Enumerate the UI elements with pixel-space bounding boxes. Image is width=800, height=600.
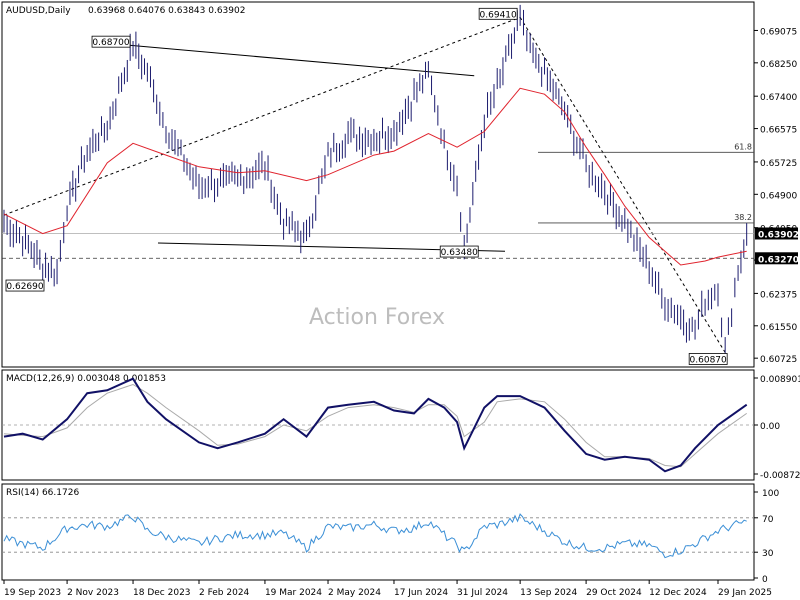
price-y-tick-label: 0.60725 [760,355,797,365]
x-tick-label: 19 Sep 2023 [4,588,61,598]
current-price-tag: 0.63902 [758,230,799,240]
price-y-tick-label: 0.64900 [760,191,797,201]
price-annotation-label: 0.68700 [92,38,129,48]
fib-label: 61.8 [734,142,752,151]
price-annotation-label: 0.62690 [6,282,43,292]
price-panel-frame [1,1,755,368]
price-annotation-box [5,279,45,292]
level-price-tag-box [755,252,798,265]
x-tick-label: 2 May 2024 [328,588,381,598]
macd-y-tick-label: -0.008729 [760,471,800,481]
price-y-tick-label: 0.62375 [760,290,797,300]
price-y-tick-label: 0.66575 [760,126,797,136]
resistance-trendline [127,44,475,77]
macd-label: MACD(12,26,9) 0.003048 0.001853 [6,374,166,384]
x-tick-label: 29 Oct 2024 [586,588,642,598]
level-price-tag: 0.63270 [758,255,799,265]
rsi-panel-frame [1,483,755,581]
chart-title: AUDUSD,Daily [6,6,71,16]
current-price-tag-box [755,227,798,240]
upper-channel-line [3,16,521,216]
rsi-y-tick-label: 30 [762,549,774,559]
fib-label: 38.2 [734,213,752,222]
moving-average-line [3,87,747,266]
x-tick-label: 2 Feb 2024 [199,588,250,598]
x-tick-label: 12 Dec 2024 [649,588,707,598]
price-annotation-box [91,35,131,48]
price-y-tick-label: 0.68250 [760,60,797,70]
macd-line [3,377,748,473]
price-y-tick-label: 0.61550 [760,323,797,333]
x-tick-label: 2 Nov 2023 [67,588,119,598]
macd-y-tick-label: 0.008901 [760,375,800,385]
price-annotation-box [478,7,518,20]
ohlc-values: 0.63968 0.64076 0.63843 0.63902 [88,6,245,16]
macd-signal-line [3,383,747,468]
price-annotation-box [439,245,479,258]
price-annotation-label: 0.63480 [441,248,478,258]
rsi-y-tick-label: 100 [762,489,779,499]
x-tick-label: 29 Jan 2025 [718,588,772,598]
x-tick-label: 19 Mar 2024 [265,588,322,598]
price-y-tick-label: 0.65725 [760,159,797,169]
macd-y-tick-label: 0.00 [760,422,780,432]
rsi-line [3,513,747,559]
rsi-y-tick-label: 0 [762,575,768,585]
x-tick-label: 17 Jun 2024 [394,588,448,598]
x-tick-label: 13 Sep 2024 [520,588,577,598]
price-annotation-box [688,353,728,365]
price-annotation-label: 0.60870 [690,355,727,365]
rsi-label: RSI(14) 66.1726 [6,488,79,498]
watermark: Action Forex [309,305,445,330]
down-trend-line [519,17,726,353]
price-y-tick-label: 0.67400 [760,93,797,103]
x-tick-label: 31 Jul 2024 [457,588,508,598]
rsi-y-tick-label: 70 [762,515,774,525]
x-tick-label: 18 Dec 2023 [133,588,191,598]
price-annotation-label: 0.69410 [480,10,517,20]
price-y-tick-label: 0.69075 [760,27,797,37]
